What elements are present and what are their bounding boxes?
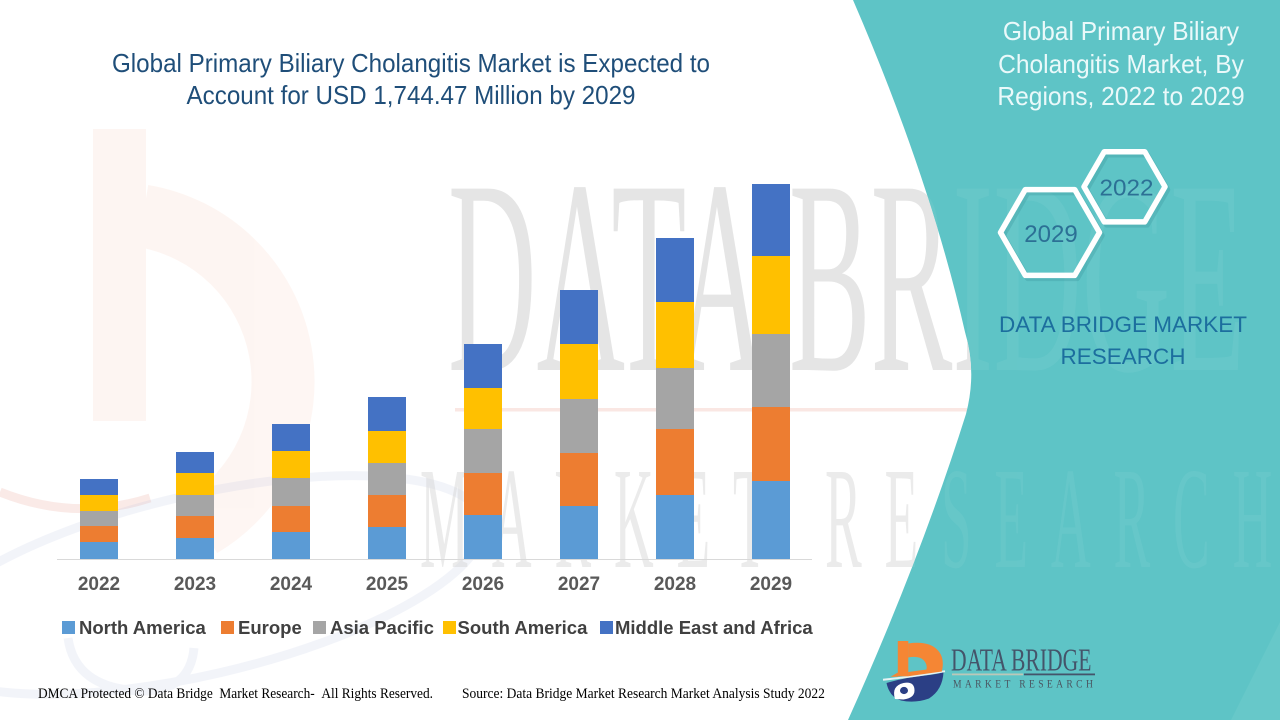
svg-text:DATA BRIDGE: DATA BRIDGE (448, 124, 1245, 431)
svg-text:2029: 2029 (1024, 221, 1078, 248)
svg-text:2022: 2022 (1100, 175, 1154, 201)
svg-text:DATA BRIDGE: DATA BRIDGE (951, 642, 1091, 677)
svg-text:MARKET RESEARCH: MARKET RESEARCH (953, 678, 1096, 691)
svg-text:MARKET RESEARCH: MARKET RESEARCH (420, 437, 1280, 598)
